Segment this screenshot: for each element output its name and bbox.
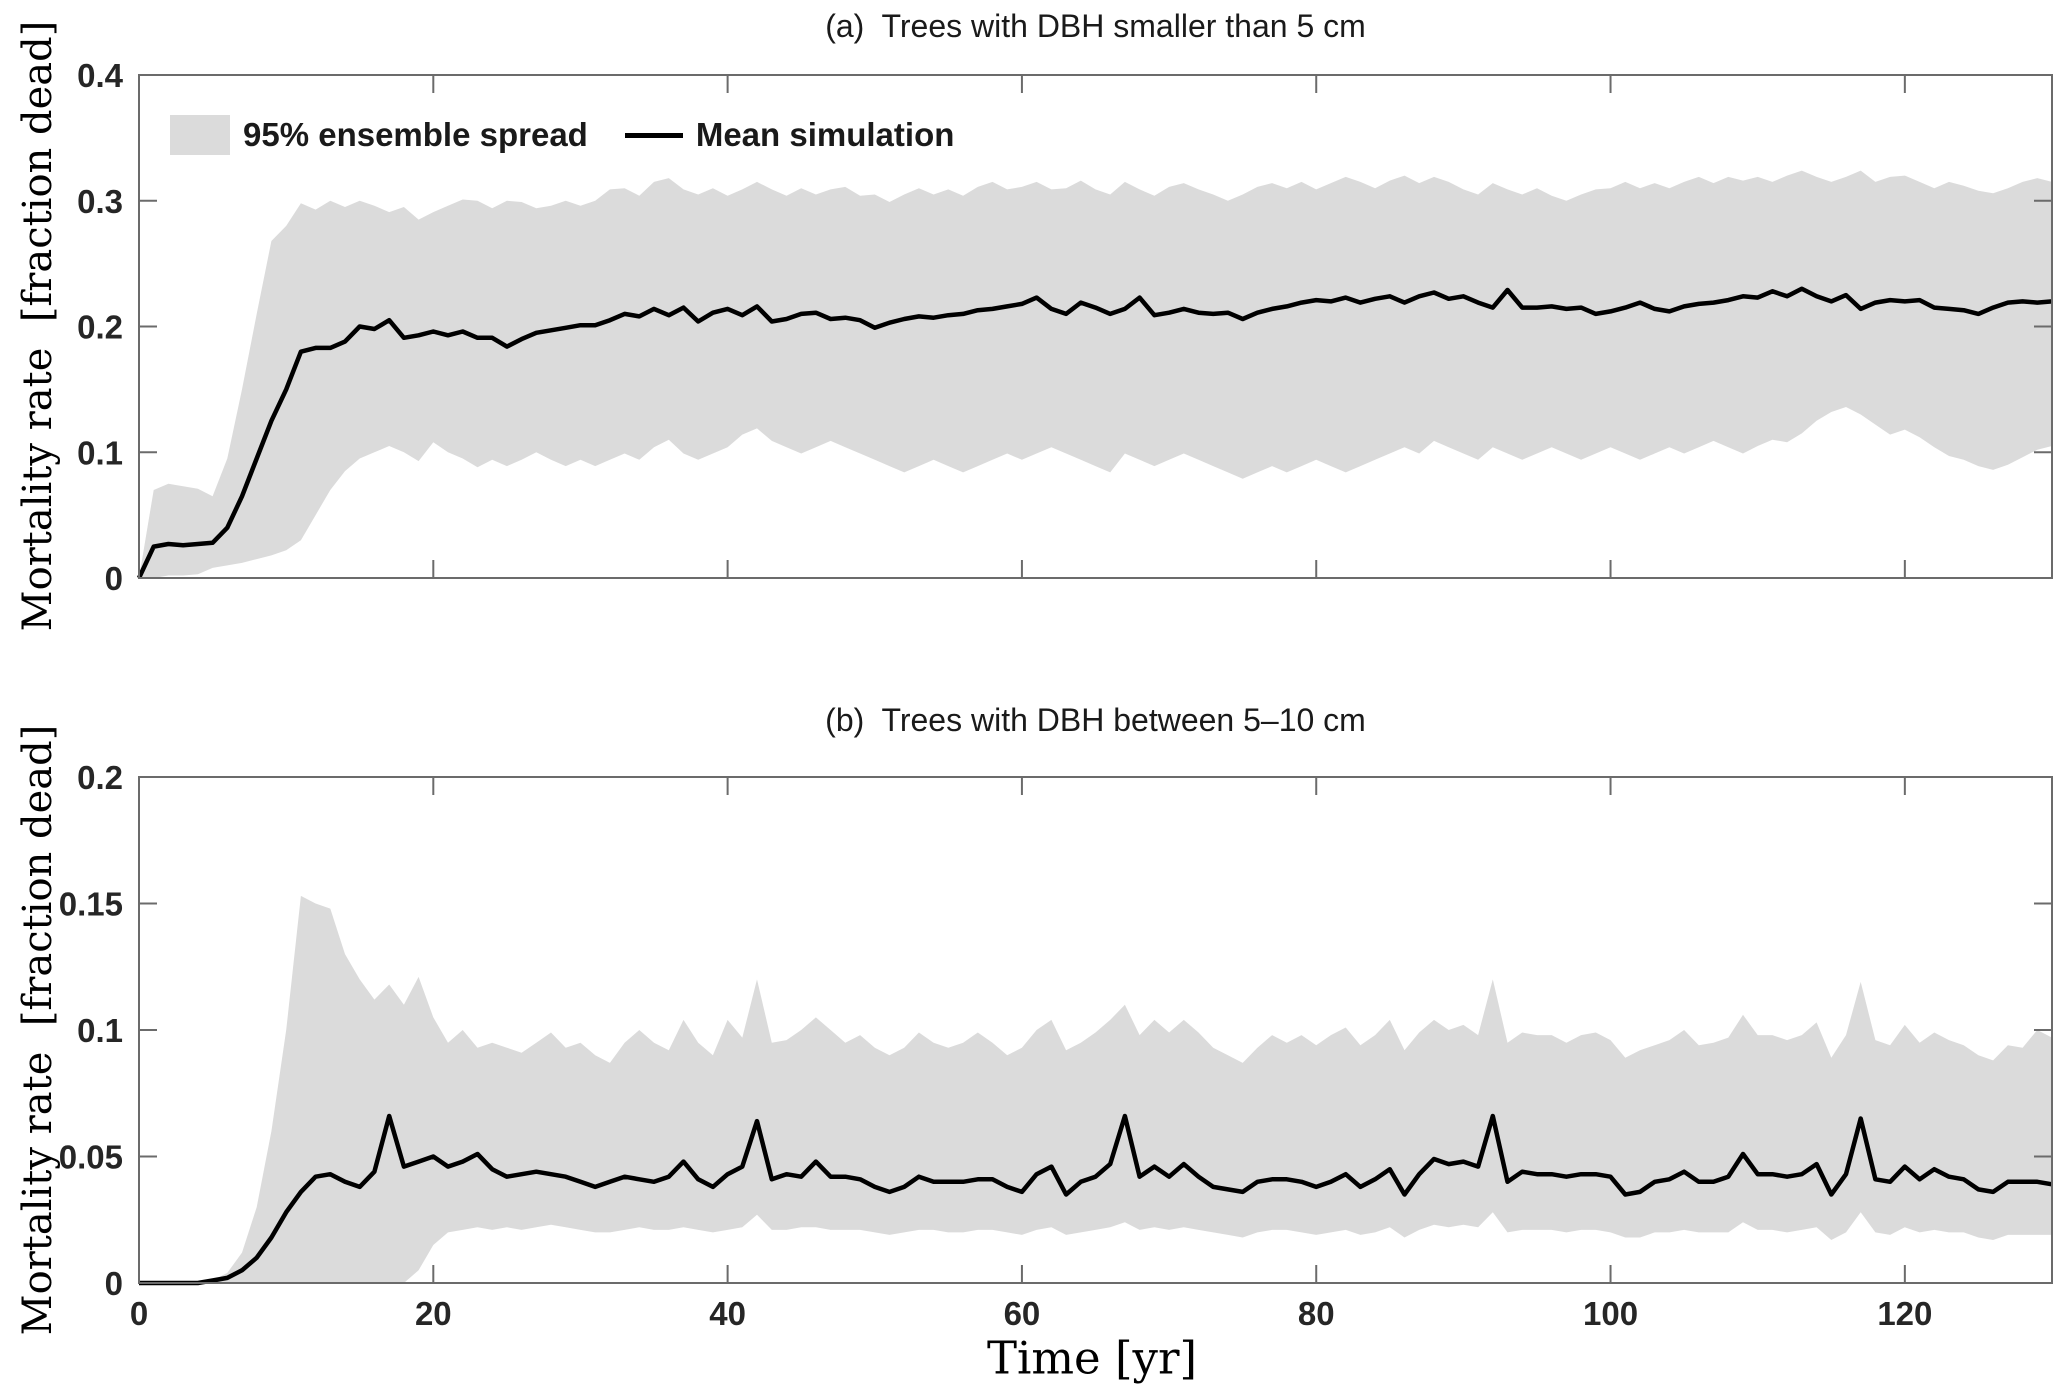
mean-simulation-line-a bbox=[136, 286, 2053, 579]
y-tick-label: 0.05 bbox=[59, 1139, 123, 1176]
y-tick-label: 0.1 bbox=[77, 1012, 123, 1049]
legend-mean-simulation-label: Mean simulation bbox=[695, 116, 955, 153]
legend-ensemble-spread-label: 95% ensemble spread bbox=[243, 116, 588, 153]
legend: 95% ensemble spread Mean simulation bbox=[170, 112, 954, 158]
x-axis-label: Time [yr] bbox=[986, 1331, 1198, 1385]
y-tick-label: 0 bbox=[105, 1265, 123, 1302]
panel-b-ylabel: Mortality rate [fraction dead] bbox=[15, 724, 61, 1336]
x-tick-label: 60 bbox=[1004, 1295, 1041, 1332]
ensemble-spread-swatch-icon bbox=[170, 115, 230, 155]
mean-line-sample-icon bbox=[624, 132, 683, 138]
y-tick-label: 0.15 bbox=[59, 886, 123, 923]
ensemble-spread-band-a bbox=[139, 170, 2052, 578]
x-tick-label: 20 bbox=[415, 1295, 452, 1332]
x-tick-label: 100 bbox=[1583, 1295, 1638, 1332]
y-tick-label: 0.2 bbox=[77, 759, 123, 796]
x-tick-label: 40 bbox=[709, 1295, 746, 1332]
ensemble-spread-band-b bbox=[139, 895, 2052, 1283]
y-tick-label: 0.2 bbox=[77, 309, 123, 346]
y-tick-label: 0 bbox=[105, 560, 123, 597]
y-tick-label: 0.3 bbox=[77, 183, 123, 220]
mean-simulation-line-b bbox=[139, 1113, 2053, 1286]
x-tick-label: 0 bbox=[130, 1295, 148, 1332]
panel-a-title: (a) Trees with DBH smaller than 5 cm bbox=[825, 8, 1366, 44]
x-tick-label: 120 bbox=[1877, 1295, 1932, 1332]
panel-b-title: (b) Trees with DBH between 5–10 cm bbox=[825, 702, 1366, 738]
y-tick-label: 0.1 bbox=[77, 434, 123, 471]
y-tick-label: 0.4 bbox=[77, 57, 124, 94]
panel-a-ylabel: Mortality rate [fraction dead] bbox=[15, 20, 61, 632]
x-tick-label: 80 bbox=[1298, 1295, 1335, 1332]
